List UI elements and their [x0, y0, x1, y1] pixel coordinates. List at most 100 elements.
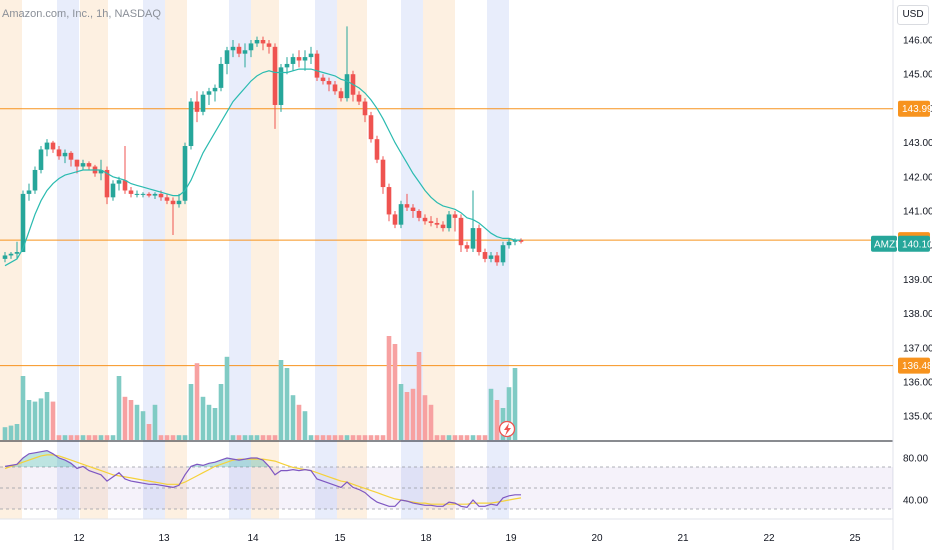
volume-bar: [200, 396, 206, 440]
candle-body: [32, 169, 38, 191]
volume-bar: [122, 396, 128, 440]
candle-body: [146, 193, 152, 196]
price-tick-label: 146.00: [903, 36, 932, 47]
price-tick-label: 136.00: [903, 378, 932, 389]
candle-body: [140, 193, 146, 195]
volume-bar: [116, 376, 122, 440]
candle-body: [26, 190, 32, 194]
time-tick-label: 21: [677, 533, 689, 544]
session-band: [143, 0, 165, 519]
candle-body: [170, 200, 176, 205]
candle-body: [116, 180, 122, 184]
price-tick-label: 139.00: [903, 275, 932, 286]
volume-bar: [110, 435, 116, 440]
volume-bar: [80, 435, 86, 440]
volume-bar: [308, 435, 314, 440]
price-level-lines[interactable]: [0, 108, 893, 367]
volume-bar: [260, 435, 266, 440]
rsi-ma-line: [4, 454, 522, 505]
candle-body: [176, 200, 182, 205]
candle-body: [368, 115, 374, 140]
volume-bar: [38, 398, 44, 440]
candle-body: [2, 255, 8, 259]
volume-bar: [188, 384, 194, 440]
candle-body: [404, 204, 410, 208]
volume-bar: [182, 435, 188, 440]
volume-bar: [506, 387, 512, 440]
candle-body: [392, 214, 398, 225]
candle-body: [494, 255, 500, 263]
volume-bar: [398, 384, 404, 440]
grid: [0, 0, 894, 550]
lightning-icon[interactable]: [498, 420, 516, 438]
last-price-tag-label: 140.10: [902, 239, 932, 250]
price-tick-label: 135.00: [903, 412, 932, 423]
volume-bar: [236, 435, 242, 440]
candle-body: [56, 149, 62, 157]
candle-body: [200, 94, 206, 112]
time-tick-label: 14: [247, 533, 259, 544]
volume-bar: [230, 435, 236, 440]
volume-bar: [428, 404, 434, 440]
volume-bar: [140, 411, 146, 440]
volume-bar: [356, 435, 362, 440]
candle-body: [224, 50, 230, 64]
volume-bar: [380, 435, 386, 440]
candle-body: [452, 214, 458, 218]
candle-body: [128, 190, 134, 194]
volume-bar: [392, 344, 398, 440]
volume-bar: [218, 384, 224, 440]
candle-body: [314, 53, 320, 78]
candle-body: [254, 40, 260, 44]
candle-body: [332, 84, 338, 92]
candle-body: [110, 183, 116, 198]
currency-button[interactable]: USD: [897, 5, 929, 25]
volume-bar: [212, 408, 218, 440]
volume-bar: [146, 424, 152, 440]
candle-body: [236, 46, 242, 54]
volume-bar: [242, 435, 248, 440]
volume-bar: [278, 360, 284, 440]
candle-body: [362, 101, 368, 116]
session-band: [315, 0, 337, 519]
candle-body: [230, 46, 236, 51]
price-level-tag-label: 143.99: [902, 104, 932, 115]
volume-bar: [296, 404, 302, 440]
candle-body: [50, 142, 56, 150]
price-tick-label: 137.00: [903, 343, 932, 354]
volume-bar: [458, 435, 464, 440]
time-tick-label: 25: [849, 533, 861, 544]
candle-body: [374, 139, 380, 160]
candle-body: [518, 240, 524, 242]
candle-body: [62, 152, 68, 157]
candle-body: [182, 146, 188, 201]
price-tick-label: 142.00: [903, 172, 932, 183]
candle-body: [74, 159, 80, 167]
volume-bar: [338, 435, 344, 440]
candle-body: [422, 217, 428, 222]
session-band: [0, 0, 22, 519]
candle-body: [278, 67, 284, 105]
candle-body: [440, 224, 446, 229]
volume-bar: [404, 392, 410, 440]
moving-average-line: [4, 68, 521, 267]
session-band: [165, 0, 187, 519]
volume-bar: [86, 435, 92, 440]
candle-body: [248, 43, 254, 51]
price-tick-label: 141.00: [903, 207, 932, 218]
volume-bar: [374, 435, 380, 440]
volume-bar: [488, 388, 494, 440]
candle-body: [8, 253, 14, 256]
candle-body: [194, 101, 200, 112]
candle-body: [326, 81, 332, 85]
rsi-overbought-fill: [5, 450, 521, 467]
time-tick-label: 13: [158, 533, 170, 544]
time-axis[interactable]: 12 13 14 15 18 19 20 21 22 25: [73, 533, 861, 544]
volume-bar: [440, 435, 446, 440]
session-band: [423, 0, 455, 519]
candle-body: [188, 101, 194, 147]
candle-body: [512, 240, 518, 242]
time-tick-label: 20: [591, 533, 603, 544]
volume-bar: [302, 411, 308, 440]
